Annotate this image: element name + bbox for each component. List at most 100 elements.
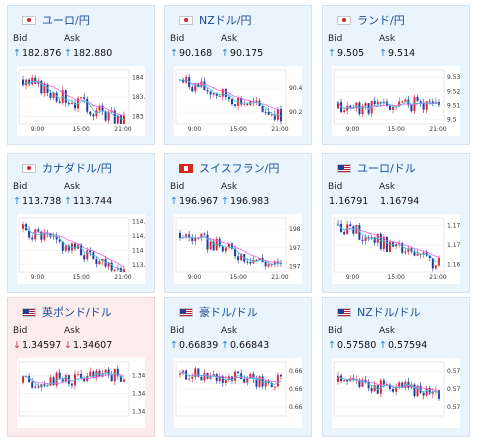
candle (89, 371, 92, 376)
arrow-up-icon: ↑ (328, 48, 336, 59)
rate-card[interactable]: 英ポンド/ドル Bid Ask ↓1.34597 ↓1.34607 1.3461… (7, 297, 155, 437)
candle (101, 105, 104, 112)
x-tick-label: 21:00 (114, 126, 131, 133)
candle (413, 96, 416, 112)
candle (221, 89, 224, 97)
candle (31, 237, 34, 240)
candle (231, 243, 233, 249)
y-tick-label: 183 (132, 113, 144, 120)
bid-value: ↓1.34597 (13, 340, 61, 351)
candle (413, 384, 416, 397)
candle (77, 373, 80, 375)
candle (395, 386, 398, 392)
rate-card[interactable]: NZドル/ドル Bid Ask ↑0.57580 ↑0.57594 0.5770… (322, 297, 470, 437)
candle (361, 379, 364, 387)
candle (197, 368, 200, 377)
candlestick-chart: 184 183.5 183 9:00 15:00 21:00 (18, 69, 145, 133)
pair-title[interactable]: ユーロ/円 (22, 12, 90, 28)
candle (218, 238, 221, 247)
price-chart[interactable]: 114.4 114.2 114 113.8 9:00 15:00 21:00 (17, 214, 145, 284)
candle (209, 241, 212, 250)
price-chart[interactable]: 0.577 0.576 0.575 (332, 358, 460, 428)
pair-title[interactable]: 豪ドル/ドル (179, 304, 258, 320)
candle (122, 379, 125, 382)
candle (249, 101, 252, 105)
ask-price: 9.514 (387, 48, 416, 59)
rate-card[interactable]: 豪ドル/ドル Bid Ask ↑0.66839 ↑0.66843 0.6690.… (164, 297, 312, 437)
price-chart[interactable]: 198 197.5 197 9:00 15:00 21:00 (174, 214, 302, 284)
pair-title[interactable]: 英ポンド/ドル (22, 304, 112, 320)
candle (382, 236, 385, 249)
y-tick-label: 9.5 (447, 117, 457, 124)
bid-value: ↑0.57580 (328, 340, 376, 351)
rate-card[interactable]: ユーロ/円 Bid Ask ↑182.876 ↑182.880 184183.5… (7, 5, 155, 145)
x-tick-label: 21:00 (114, 274, 131, 281)
candle (401, 101, 404, 103)
candle (392, 107, 395, 110)
candle (22, 224, 24, 229)
candle (113, 269, 116, 271)
candle (224, 89, 227, 97)
x-tick-label: 9:00 (346, 126, 360, 133)
price-chart[interactable]: 1.172 1.17 1.168 9:00 15:00 21:00 (332, 214, 460, 284)
price-chart[interactable]: 1.3461.3441.342 (17, 358, 145, 428)
candle (358, 379, 361, 387)
candle (116, 368, 119, 377)
jp-flag-icon (22, 15, 36, 25)
candle (234, 371, 237, 381)
arrow-up-icon: ↑ (170, 196, 178, 207)
arrow-down-icon: ↓ (64, 340, 72, 351)
plot-frame (333, 69, 445, 125)
x-tick-label: 15:00 (230, 274, 247, 281)
candle (422, 102, 425, 110)
price-chart[interactable]: 184 183.5 183 9:00 15:00 21:00 (17, 66, 145, 136)
rate-card[interactable]: ランド/円 Bid Ask ↑9.505 ↑9.514 9.53 9.52 9.51… (322, 5, 470, 145)
candle (358, 225, 361, 240)
price-chart[interactable]: 90.4 90.2 9:00 15:00 21:00 (174, 66, 302, 136)
candle (422, 392, 425, 396)
candle (437, 390, 440, 399)
candlestick-chart: 1.172 1.17 1.168 9:00 15:00 21:00 (333, 217, 460, 281)
candle (194, 368, 197, 378)
candle (410, 104, 413, 112)
pair-title[interactable]: カナダドル/円 (22, 160, 112, 176)
pair-title[interactable]: ユーロ/ドル (337, 160, 416, 176)
candle (346, 224, 349, 235)
candle (58, 101, 61, 103)
candle (379, 380, 382, 394)
rate-card[interactable]: NZドル/円 Bid Ask ↑90.168 ↑90.175 90.4 90.2 9… (164, 5, 312, 145)
ask-price: 0.66843 (229, 340, 270, 351)
pair-title[interactable]: NZドル/ドル (337, 304, 420, 320)
bid-label: Bid (170, 326, 185, 336)
jp-flag-icon (22, 163, 36, 173)
rate-card[interactable]: スイスフラン/円 Bid Ask ↑196.967 ↑196.983 198 19… (164, 153, 312, 293)
candle (370, 388, 373, 392)
candle (346, 380, 349, 382)
arrow-up-icon: ↑ (13, 48, 21, 59)
candle (279, 108, 282, 122)
arrow-up-icon: ↑ (170, 340, 178, 351)
rate-card[interactable]: カナダドル/円 Bid Ask ↑113.738 ↑113.744 114.41… (7, 153, 155, 293)
us-flag-icon (337, 163, 351, 173)
candle (218, 95, 221, 97)
candle (258, 257, 261, 261)
pair-title[interactable]: ランド/円 (337, 12, 405, 28)
candle (389, 384, 391, 389)
pair-title[interactable]: NZドル/円 (179, 12, 251, 28)
candle (83, 378, 86, 382)
rate-card[interactable]: ユーロ/ドル Bid Ask 1.16791 1.16794 1.1721.17… (322, 153, 470, 293)
bid-price: 182.876 (21, 48, 62, 59)
bid-price: 0.66839 (178, 340, 219, 351)
candle (270, 114, 273, 116)
candle (107, 369, 110, 375)
price-chart[interactable]: 0.669 0.668 0.667 (174, 358, 302, 428)
price-chart[interactable]: 9.53 9.52 9.51 9.5 9:00 15:00 21:00 (332, 66, 460, 136)
candle (431, 391, 434, 394)
y-tick-label: 1.172 (447, 223, 460, 230)
pair-title[interactable]: スイスフラン/円 (179, 160, 279, 176)
candle (58, 239, 61, 242)
candle (206, 89, 209, 92)
candle (104, 111, 107, 121)
ask-value: ↑9.514 (379, 48, 415, 59)
candle (407, 248, 410, 252)
